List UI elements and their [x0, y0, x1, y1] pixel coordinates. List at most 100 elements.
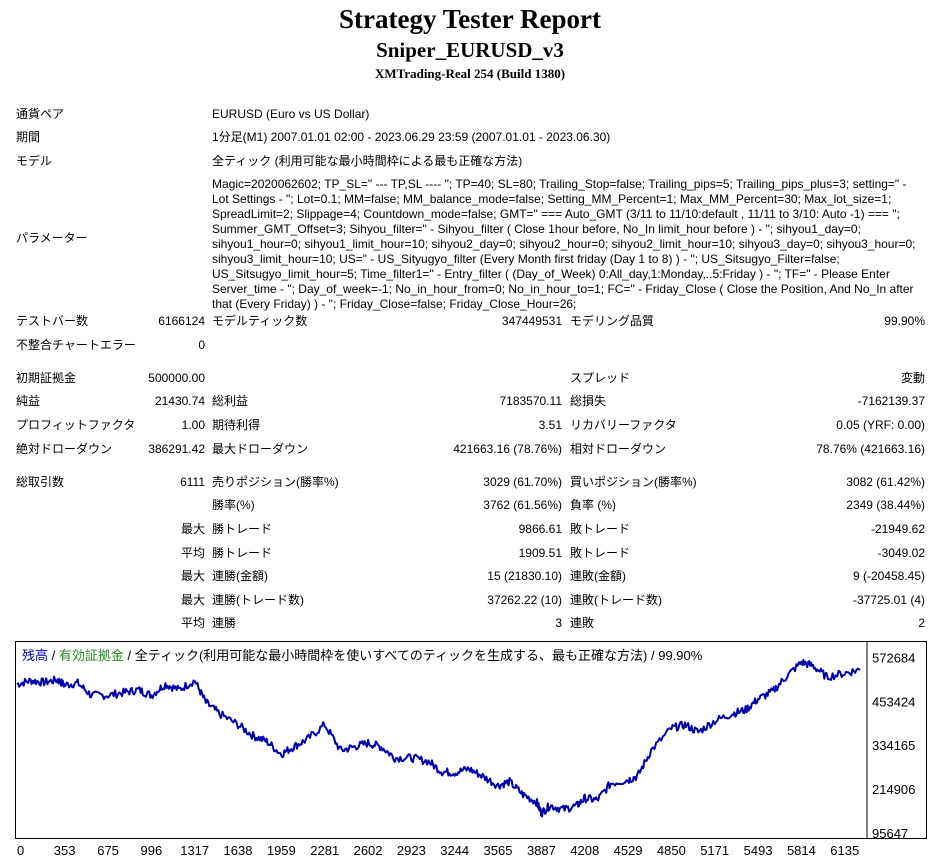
- consec-win-cnt-value: 37262.22 (10): [487, 593, 562, 607]
- mismatch-value: 0: [198, 338, 205, 352]
- max-dd-label: 最大ドローダウン: [212, 442, 309, 456]
- x-tick-label: 1638: [224, 843, 253, 858]
- params-value: Magic=2020062602; TP_SL=" --- TP,SL ----…: [212, 177, 916, 311]
- quality-label: モデリング品質: [570, 314, 655, 328]
- y-tick-label: 453424: [872, 694, 915, 709]
- x-tick-label: 3244: [440, 843, 469, 858]
- server-build: XMTrading-Real 254 (Build 1380): [374, 66, 566, 81]
- spread-value: 変動: [900, 371, 925, 385]
- max-loss-label: 敗トレード: [570, 522, 631, 536]
- balance-chart: 572684 453424 334165 214906 95647 0 353 675 996 1…: [15, 641, 927, 858]
- legend-quality: 99.90%: [658, 648, 703, 663]
- legend-equity: 有効証拠金: [58, 648, 124, 663]
- x-tick-label: 4529: [614, 843, 643, 858]
- deposit-value: 500000.00: [148, 371, 205, 385]
- expected-value: 3.51: [538, 418, 562, 432]
- net-value: 21430.74: [154, 394, 205, 408]
- x-tick-label: 675: [97, 843, 119, 858]
- short-label: 売りポジション(勝率%): [212, 475, 339, 489]
- consec-win-amt-label: 連勝(金額): [212, 569, 268, 583]
- avg-consec-win-value: 3: [555, 616, 562, 630]
- period-value: 1分足(M1) 2007.01.01 02:00 - 2023.06.29 23…: [212, 130, 611, 144]
- x-tick-label: 1317: [180, 843, 209, 858]
- net-label: 純益: [16, 394, 41, 408]
- pair-value: EURUSD (Euro vs US Dollar): [212, 107, 370, 121]
- avg-loss-label: 敗トレード: [570, 546, 631, 560]
- legend-sep: /: [48, 648, 59, 663]
- ticks-label: モデルティック数: [212, 314, 308, 328]
- legend-balance: 残高: [22, 648, 49, 663]
- x-tick-label: 996: [141, 843, 163, 858]
- consec-win-amt-value: 15 (21830.10): [487, 569, 562, 583]
- max-label: 最大: [180, 522, 205, 536]
- gross-loss-value: -7162139.37: [857, 394, 925, 408]
- long-label: 買いポジション(勝率%): [570, 475, 697, 489]
- avg-consec-loss-value: 2: [918, 616, 925, 630]
- avg-loss-value: -3049.02: [877, 546, 925, 560]
- legend-model: 全ティック(利用可能な最小時間枠を使いすべてのティックを生成する、最も正確な方法…: [134, 648, 648, 663]
- y-tick-label: 334165: [872, 738, 915, 753]
- mismatch-label: 不整合チャートエラー: [16, 338, 136, 352]
- x-tick-label: 2602: [354, 843, 383, 858]
- pf-value: 1.00: [181, 418, 205, 432]
- ea-name: Sniper_EURUSD_v3: [376, 38, 564, 62]
- consec-loss-cnt-value: -37725.01 (4): [852, 593, 925, 607]
- max-label: 最大: [180, 569, 205, 583]
- y-tick-label: 95647: [872, 826, 908, 841]
- abs-dd-label: 絶対ドローダウン: [16, 442, 113, 456]
- max-loss-value: -21949.62: [870, 522, 925, 536]
- x-tick-label: 4850: [657, 843, 686, 858]
- winrate-value: 3762 (61.56%): [483, 498, 562, 512]
- gross-loss-label: 総損失: [570, 394, 607, 408]
- x-tick-label: 3565: [484, 843, 513, 858]
- bars-value: 6166124: [158, 314, 205, 328]
- consec-win-cnt-label: 連勝(トレード数): [212, 593, 304, 607]
- recovery-value: 0.05 (YRF: 0.00): [836, 418, 925, 432]
- winrate-label: 勝率(%): [212, 498, 255, 512]
- lossrate-label: 負率 (%): [570, 498, 616, 512]
- abs-dd-value: 386291.42: [148, 442, 205, 456]
- lossrate-value: 2349 (38.44%): [846, 498, 925, 512]
- recovery-label: リカバリーファクタ: [570, 418, 677, 432]
- x-tick-label: 0: [17, 843, 24, 858]
- ticks-value: 347449531: [501, 314, 562, 328]
- y-tick-label: 214906: [872, 782, 915, 797]
- avg-label: 平均: [180, 616, 205, 630]
- x-tick-label: 353: [54, 843, 76, 858]
- max-win-label: 勝トレード: [212, 522, 273, 536]
- x-tick-label: 6135: [830, 843, 859, 858]
- trades-label: 総取引数: [16, 475, 65, 489]
- max-dd-value: 421663.16 (78.76%): [453, 442, 562, 456]
- legend-sep: /: [123, 648, 135, 663]
- pf-label: プロフィットファクタ: [16, 418, 136, 432]
- avg-consec-loss-label: 連敗: [570, 616, 595, 630]
- expected-label: 期待利得: [212, 418, 261, 432]
- avg-label: 平均: [180, 546, 205, 560]
- legend-sep: /: [647, 648, 659, 663]
- model-value: 全ティック (利用可能な最小時間枠による最も正確な方法): [212, 154, 523, 168]
- balance-series-line: [16, 659, 861, 818]
- gross-profit-label: 総利益: [212, 394, 249, 408]
- x-tick-label: 5814: [787, 843, 816, 858]
- max-win-value: 9866.61: [518, 522, 562, 536]
- trades-value: 6111: [180, 475, 205, 489]
- report-title: Strategy Tester Report: [339, 4, 601, 34]
- x-tick-label: 2923: [397, 843, 426, 858]
- deposit-label: 初期証拠金: [16, 371, 77, 385]
- period-label: 期間: [16, 130, 41, 144]
- x-tick-label: 4208: [570, 843, 599, 858]
- x-tick-label: 5171: [700, 843, 729, 858]
- rel-dd-value: 78.76% (421663.16): [816, 442, 925, 456]
- spread-label: スプレッド: [570, 371, 631, 385]
- model-label: モデル: [16, 154, 53, 168]
- avg-win-value: 1909.51: [518, 546, 562, 560]
- pair-label: 通貨ペア: [16, 107, 65, 121]
- x-tick-label: 5493: [744, 843, 773, 858]
- quality-value: 99.90%: [884, 314, 925, 328]
- long-value: 3082 (61.42%): [846, 475, 925, 489]
- rel-dd-label: 相対ドローダウン: [570, 442, 667, 456]
- x-tick-label: 1959: [267, 843, 296, 858]
- chart-legend: 残高 / 有効証拠金 / 全ティック(利用可能な最小時間枠を使いすべてのティック…: [22, 645, 702, 664]
- avg-consec-win-label: 連勝: [212, 616, 237, 630]
- gross-profit-value: 7183570.11: [499, 394, 562, 408]
